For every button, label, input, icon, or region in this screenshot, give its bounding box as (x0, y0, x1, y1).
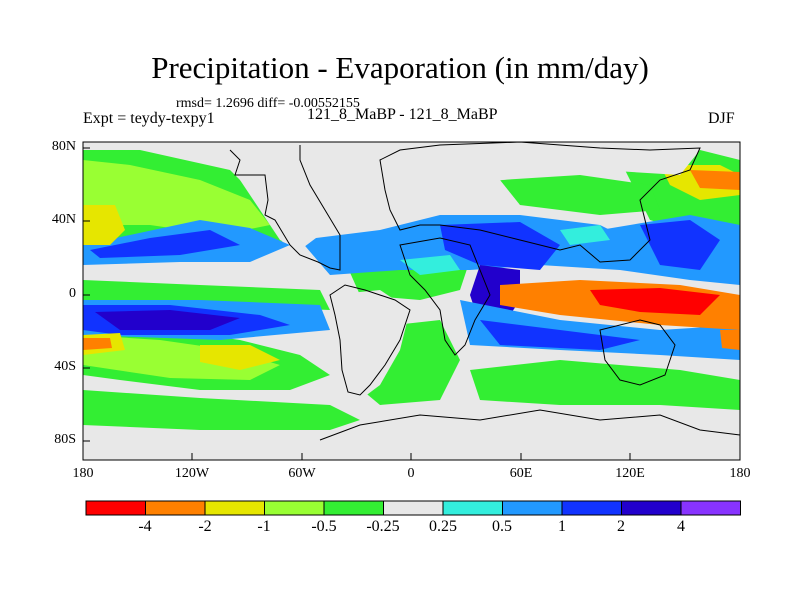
colorbar-swatch (561, 500, 622, 516)
coast-australia (599, 319, 676, 386)
coast-africa (399, 237, 491, 356)
field-np-yellow (83, 205, 125, 245)
experiment-label: Expt = teydy-texpy1 (83, 110, 215, 127)
y-label-80s: 80S (54, 432, 76, 447)
y-label-80n: 80N (51, 139, 76, 154)
field-se-pacific-orange (720, 330, 740, 350)
x-label-180w: 180 (72, 466, 94, 481)
colorbar (85, 500, 741, 516)
field-south-pacific-yellowgreen (83, 335, 280, 380)
colorbar-swatch (502, 500, 563, 516)
stats-text: rmsd= 1.2696 diff= -0.00552155 (176, 96, 360, 111)
field-arctic-green (500, 175, 660, 215)
colorbar-label: 4 (677, 518, 685, 535)
colorbar-swatch (85, 500, 146, 516)
colorbar-swatch (621, 500, 682, 516)
colorbar-label: -0.25 (366, 518, 400, 535)
colorbar-label: -0.5 (311, 518, 337, 535)
field-spcz-purple (95, 310, 240, 330)
coast-antarctica (319, 409, 741, 441)
field-wpac-darkblue (640, 220, 720, 270)
field-south-indian-green (470, 360, 740, 410)
y-ticks (83, 147, 90, 442)
colorbar-label: -4 (138, 518, 152, 535)
y-label-40n: 40N (51, 212, 76, 227)
coastlines (229, 141, 741, 441)
plot-title: Precipitation - Evaporation (in mm/day) (151, 50, 649, 85)
colorbar-swatch (204, 500, 265, 516)
map-field (83, 142, 740, 460)
x-label-60e: 60E (509, 466, 533, 481)
y-label-40s: 40S (54, 359, 76, 374)
x-label-60w: 60W (288, 466, 316, 481)
season-label: DJF (708, 110, 735, 127)
colorbar-label: 0.5 (492, 518, 512, 535)
field-south-pacific-orange (83, 338, 112, 350)
colorbar-swatch (442, 500, 503, 516)
land-antarctica (83, 435, 740, 460)
colorbar-swatch (145, 500, 206, 516)
x-label-120e: 120E (615, 466, 645, 481)
field-east-pacific-yellow (200, 345, 280, 370)
y-label-0: 0 (69, 286, 76, 301)
field-north-pacific-darkblue (90, 230, 240, 258)
coast-eurasia (379, 141, 701, 263)
colorbar-label: -2 (198, 518, 212, 535)
x-label-120w: 120W (174, 466, 210, 481)
field-wpac-orange (690, 170, 740, 190)
x-label-180e: 180 (729, 466, 751, 481)
x-ticks (82, 453, 741, 460)
field-indian-darkblue (480, 320, 640, 350)
land-eurasia (370, 142, 700, 220)
colorbar-label: 0.25 (429, 518, 457, 535)
colorbar-label: 2 (617, 518, 625, 535)
colorbar-swatch (383, 500, 444, 516)
colorbar-swatch (323, 500, 384, 516)
colorbar-label: -1 (257, 518, 271, 535)
x-label-0: 0 (407, 466, 415, 481)
field-north-pacific-yellowgreen (83, 160, 270, 235)
coast-north-america (229, 145, 341, 271)
colorbar-label: 1 (558, 518, 566, 535)
field-africa-darkblue (440, 222, 560, 270)
field-indian-red (590, 288, 720, 315)
field-southern-ocean-green (83, 390, 360, 430)
colorbar-swatch (264, 500, 325, 516)
land-south-america (330, 290, 410, 400)
coast-south-america (329, 284, 411, 396)
colorbar-swatch (680, 500, 741, 516)
period-label: 121_8_MaBP - 121_8_MaBP (307, 106, 498, 123)
land-north-america (230, 145, 340, 250)
